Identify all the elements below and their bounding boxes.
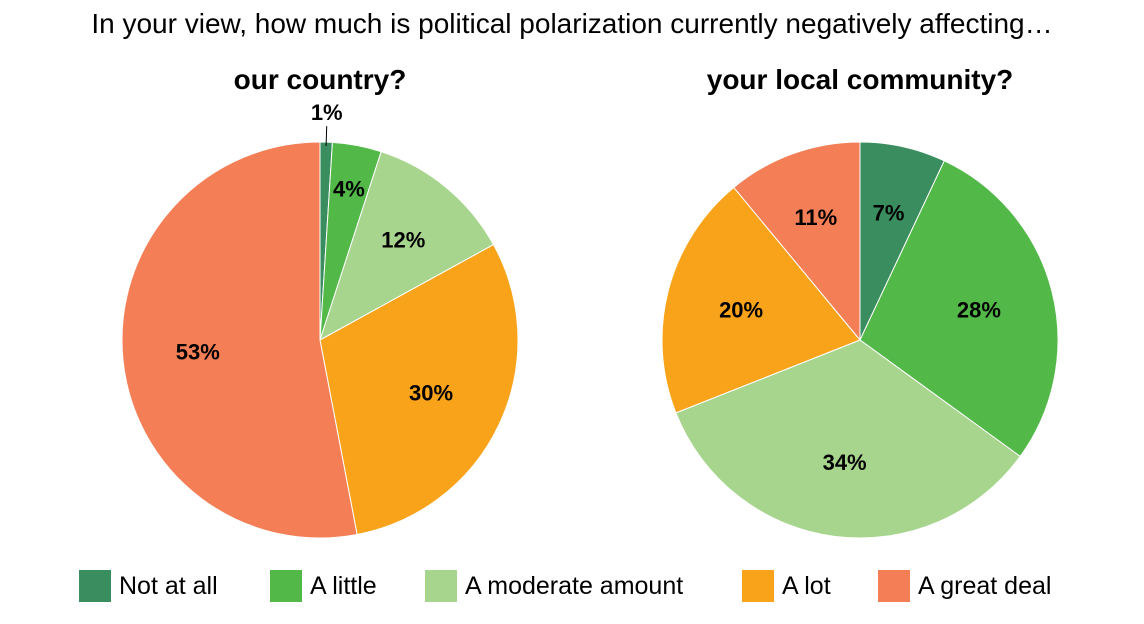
slice-label-a-moderate-amount: 34%	[823, 450, 867, 475]
pie-slice-a-lot	[661, 186, 861, 414]
pie-slice-a-great-deal	[733, 141, 861, 342]
slice-label-not-at-all: 7%	[873, 200, 905, 225]
legend-item-a-lot: A lot	[742, 566, 831, 606]
legend-swatch-a-little	[270, 570, 302, 602]
legend-label-a-lot: A lot	[782, 571, 831, 600]
pie-slice-a-lot	[319, 243, 519, 536]
legend-label-a-great-deal: A great deal	[918, 571, 1052, 600]
slice-label-a-little: 28%	[957, 297, 1001, 322]
slice-label-a-little: 4%	[333, 176, 365, 201]
legend-item-a-great-deal: A great deal	[878, 566, 1051, 606]
pie-title-local-community: your local community?	[707, 64, 1014, 95]
pie-slice-a-little	[859, 160, 1059, 458]
legend-swatch-not-at-all	[79, 570, 111, 602]
pie-slice-a-moderate-amount	[319, 151, 495, 342]
legend-swatch-a-great-deal	[878, 570, 910, 602]
leader-line-not-at-all	[325, 126, 328, 147]
legend-item-not-at-all: Not at all	[79, 566, 218, 606]
legend: Not at all A little A moderate amount A …	[0, 566, 1144, 606]
legend-swatch-a-lot	[742, 570, 774, 602]
slice-label-a-great-deal: 11%	[794, 205, 837, 230]
legend-item-a-little: A little	[270, 566, 377, 606]
slice-label-a-great-deal: 53%	[176, 340, 220, 365]
pie-title-our-country: our country?	[234, 64, 407, 95]
legend-item-a-moderate-amount: A moderate amount	[425, 566, 683, 606]
slice-label-a-moderate-amount: 12%	[381, 227, 425, 252]
pie-slice-a-great-deal	[121, 141, 358, 539]
slice-label-not-at-all: 1%	[311, 100, 343, 125]
chart-main-title: In your view, how much is political pola…	[91, 8, 1053, 39]
pie-chart-local-community: your local community? 7% 28% 34% 20% 11%	[661, 64, 1059, 539]
legend-label-a-little: A little	[310, 571, 377, 600]
legend-swatch-a-moderate-amount	[425, 570, 457, 602]
legend-label-a-moderate-amount: A moderate amount	[465, 571, 684, 600]
pie-slice-a-moderate-amount	[675, 339, 1021, 539]
legend-label-not-at-all: Not at all	[119, 571, 218, 600]
slice-label-a-lot: 20%	[719, 297, 763, 322]
slice-label-a-lot: 30%	[409, 380, 453, 405]
pie-chart-our-country: our country? 1% 4% 12% 30% 53%	[121, 64, 519, 539]
